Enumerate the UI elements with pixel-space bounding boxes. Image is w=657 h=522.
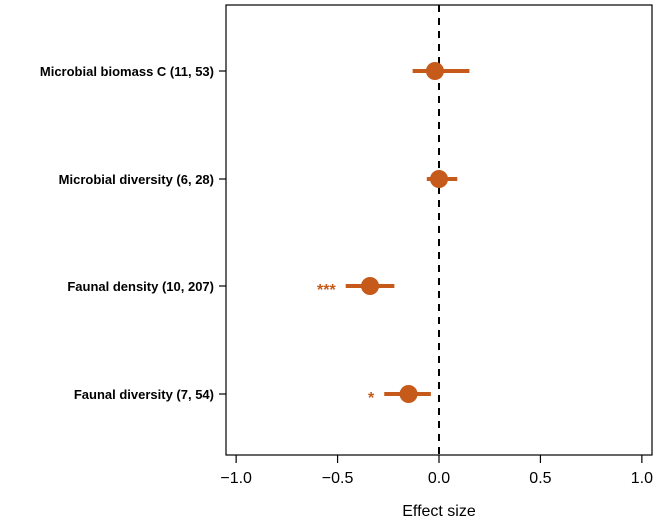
category-label: Faunal density (10, 207): [67, 279, 214, 294]
x-tick-label: 0.5: [529, 470, 551, 487]
x-axis: −1.0 −0.5 0.0 0.5 1.0: [220, 455, 653, 487]
point-estimate: [430, 170, 448, 188]
x-tick-label: 1.0: [631, 470, 653, 487]
category-label: Faunal diversity (7, 54): [74, 387, 214, 402]
x-tick-label: −0.5: [322, 470, 354, 487]
category-label: Microbial biomass C (11, 53): [40, 64, 214, 79]
significance-marker: *: [368, 390, 375, 407]
category-label: Microbial diversity (6, 28): [59, 172, 214, 187]
point-estimate: [425, 62, 444, 80]
x-tick-label: −1.0: [220, 470, 252, 487]
point-estimate: [399, 385, 418, 403]
point-estimate: [361, 277, 380, 295]
significance-marker: ***: [317, 282, 336, 299]
data-rows: Microbial biomass C (11, 53) Microbial di…: [40, 62, 470, 407]
x-axis-title: Effect size: [402, 503, 476, 520]
x-tick-label: 0.0: [428, 470, 450, 487]
